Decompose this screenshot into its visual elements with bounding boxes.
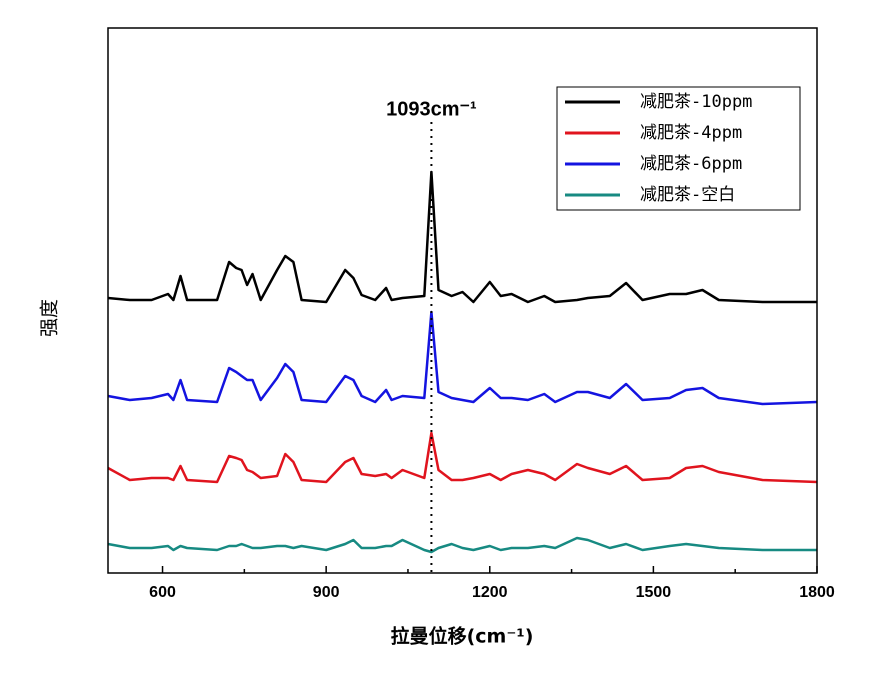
legend-label: 减肥茶-空白 bbox=[640, 185, 735, 205]
x-tick-label: 1800 bbox=[799, 584, 835, 601]
series-line bbox=[107, 310, 818, 406]
annotation: 1093cm⁻¹ bbox=[386, 98, 477, 120]
x-tick-label: 1500 bbox=[636, 584, 672, 601]
x-tick-label: 1200 bbox=[472, 584, 508, 601]
y-axis-label: 强度 bbox=[39, 299, 61, 337]
series-line bbox=[107, 431, 818, 484]
plot-frame bbox=[107, 27, 818, 574]
x-tick-label: 900 bbox=[313, 584, 340, 601]
series-line bbox=[107, 536, 817, 554]
legend-label: 减肥茶-6ppm bbox=[640, 154, 742, 174]
legend-label: 减肥茶-10ppm bbox=[640, 92, 752, 112]
series-line bbox=[107, 170, 817, 304]
x-tick-label: 600 bbox=[149, 584, 176, 601]
x-axis-label: 拉曼位移(cm⁻¹) bbox=[391, 625, 534, 648]
legend-box bbox=[556, 86, 801, 211]
legend-label: 减肥茶-4ppm bbox=[640, 123, 742, 143]
